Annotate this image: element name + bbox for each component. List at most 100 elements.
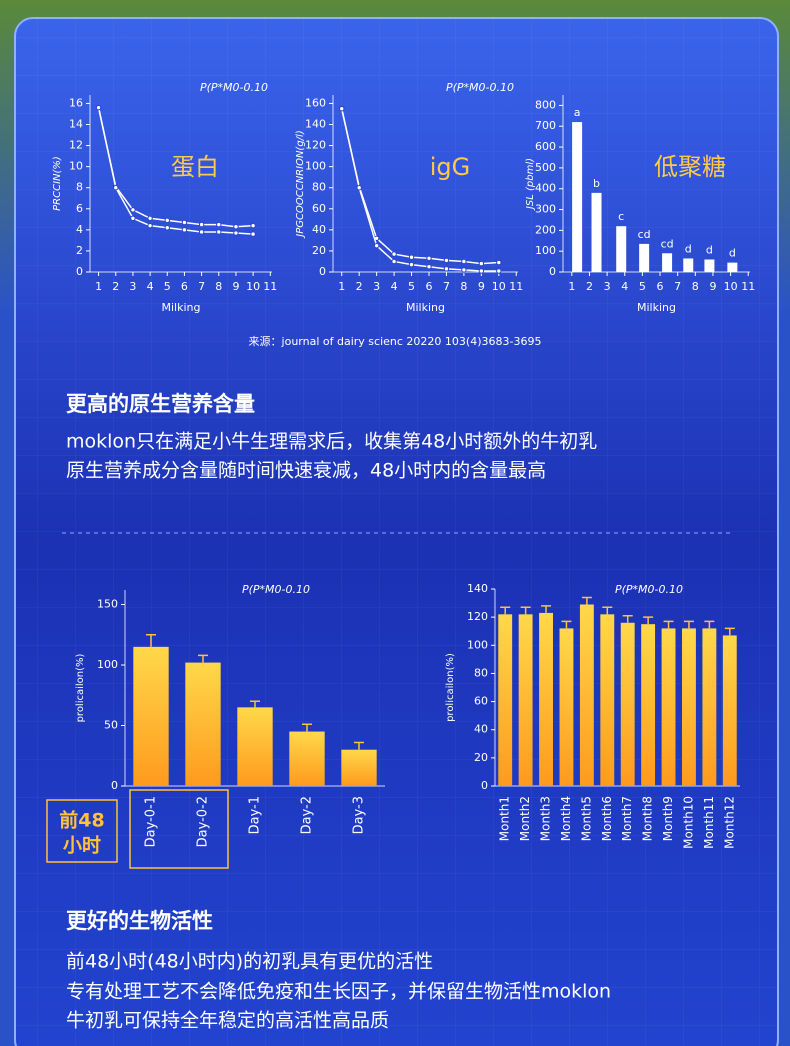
bar-label: b: [593, 177, 600, 190]
x-tick-label: 11: [509, 280, 523, 293]
point: [216, 229, 222, 235]
error-bar: [146, 634, 156, 647]
y-tick-label: 500: [535, 161, 556, 174]
x-tick-label: Month1: [498, 796, 512, 841]
point: [461, 267, 467, 273]
x-tick-label: 2: [356, 280, 363, 293]
x-tick-label: 10: [492, 280, 506, 293]
x-tick-label: 4: [391, 280, 398, 293]
bar: [727, 262, 738, 272]
chart-label: igG: [430, 153, 471, 181]
bar: [600, 614, 615, 786]
bar: [539, 612, 553, 786]
x-tick-label: 7: [443, 280, 450, 293]
x-axis-label: Milking: [162, 301, 201, 314]
point: [130, 207, 136, 213]
x-tick-label: 6: [425, 280, 432, 293]
point: [250, 231, 256, 237]
x-tick-label: 2: [112, 280, 119, 293]
y-axis-label: JSL (pbml): [525, 158, 536, 211]
x-axis-label: Milking: [637, 301, 676, 314]
y-tick-label: 120: [467, 610, 488, 623]
x-tick-label: 4: [147, 280, 154, 293]
line: [97, 107, 254, 228]
error-bar: [541, 605, 552, 613]
point: [233, 230, 239, 236]
x-tick-label: 3: [129, 280, 136, 293]
x-tick-label: 9: [478, 280, 485, 293]
point: [181, 227, 188, 233]
y-tick-label: 0: [76, 265, 83, 278]
bar: [620, 622, 635, 786]
x-tick-label: Day-3: [352, 796, 367, 834]
error-bar: [302, 723, 312, 732]
y-tick-label: 800: [535, 98, 556, 111]
x-tick-label: 5: [164, 280, 171, 293]
x-tick-label: Day-1: [248, 796, 263, 834]
x-tick-label: 11: [263, 280, 277, 293]
error-bar: [622, 614, 633, 623]
bar-label: cd: [638, 228, 651, 241]
x-tick-label: Month12: [722, 796, 736, 849]
bar: [559, 628, 574, 786]
point: [198, 221, 205, 228]
bar: [682, 628, 696, 786]
point: [113, 185, 119, 191]
point: [164, 217, 170, 224]
point: [478, 268, 485, 274]
x-tick-label: Month6: [600, 796, 614, 841]
error-bar: [198, 654, 208, 663]
y-tick-label: 100: [97, 658, 118, 671]
y-tick-label: 80: [474, 666, 488, 679]
body-text: 原生营养成分含量随时间快速衰减，48小时内的含量最高: [66, 460, 546, 482]
heading: 更高的原生营养含量: [66, 392, 255, 416]
bar: [289, 731, 325, 786]
y-tick-label: 100: [535, 244, 556, 257]
x-tick-label: Month8: [641, 796, 655, 841]
bar: [498, 614, 513, 786]
point: [250, 222, 256, 229]
bar: [704, 259, 715, 272]
panel-grid: [15, 18, 778, 1046]
y-tick-label: 140: [467, 582, 488, 595]
point: [408, 261, 415, 268]
point: [443, 266, 450, 272]
error-bar: [704, 620, 715, 629]
line: [340, 108, 499, 272]
y-axis-label: prolicailon(%): [445, 653, 456, 722]
y-tick-label: 4: [76, 223, 83, 236]
point: [478, 260, 485, 267]
x-tick-label: Month9: [661, 796, 675, 841]
y-tick-label: 80: [312, 181, 326, 194]
point: [496, 259, 502, 266]
bar-label: cd: [661, 237, 674, 250]
y-tick-label: 0: [549, 265, 556, 278]
bar: [572, 122, 583, 272]
chart-label: 蛋白: [171, 153, 219, 181]
point: [426, 264, 432, 270]
x-tick-label: 5: [408, 280, 415, 293]
x-tick-label: 8: [692, 280, 699, 293]
bar: [591, 192, 602, 272]
point: [95, 104, 102, 111]
body-text: moklon只在满足小牛生理需求后，收集第48小时额外的牛初乳: [66, 431, 597, 453]
y-tick-label: 6: [76, 202, 83, 215]
bar: [683, 258, 694, 272]
x-tick-label: Month4: [559, 796, 573, 841]
highlight-box: [129, 789, 229, 869]
y-tick-label: 300: [535, 203, 556, 216]
x-tick-label: 10: [724, 280, 738, 293]
point: [147, 215, 153, 221]
y-tick-label: 400: [535, 182, 556, 195]
x-tick-label: Month2: [518, 796, 532, 841]
error-bar: [602, 606, 613, 615]
x-tick-label: Month11: [702, 796, 716, 849]
x-tick-label: 11: [741, 280, 755, 293]
point: [391, 251, 397, 257]
x-tick-label: Month3: [539, 796, 553, 841]
badge-box: [46, 799, 118, 863]
y-tick-label: 600: [535, 140, 556, 153]
y-tick-label: 10: [69, 160, 83, 173]
bar: [341, 749, 377, 786]
point: [356, 185, 362, 191]
